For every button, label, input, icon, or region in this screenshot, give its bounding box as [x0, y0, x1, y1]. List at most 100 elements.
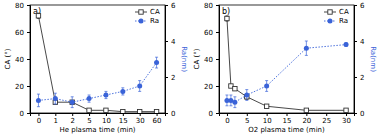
point [121, 109, 125, 113]
legend-label: Ra [150, 17, 159, 25]
tick-label: 20 [302, 117, 311, 125]
point [344, 42, 349, 47]
point [233, 87, 237, 91]
panel: 0510152025300204060800246O2 plasma time … [193, 2, 377, 134]
tick: 4 [165, 38, 176, 46]
figure: 0125101530600204060800246He plasma time … [0, 0, 378, 135]
tick-label: 4 [360, 38, 365, 46]
error-bar [233, 87, 236, 90]
error-bar [54, 93, 57, 104]
tick-label: 6 [171, 2, 176, 10]
tick-mark [216, 113, 219, 114]
tick-mark [216, 32, 219, 33]
axis-line [355, 6, 358, 114]
tick-label: 0 [171, 110, 175, 118]
tick-label: 1 [54, 117, 58, 125]
tick: 0 [209, 110, 219, 118]
tick: 0 [354, 110, 364, 118]
tick-mark [247, 113, 248, 116]
tick-label: 40 [15, 56, 24, 64]
tick-label: 5 [245, 117, 249, 125]
error-bar [121, 88, 124, 95]
point [304, 108, 308, 112]
tick-mark [38, 113, 39, 116]
error-bar [265, 105, 268, 108]
tick-label: 15 [283, 117, 292, 125]
tick-label: 4 [171, 38, 176, 46]
tick-label: 10 [263, 117, 272, 125]
tick: 4 [354, 38, 365, 46]
tick-label: 0 [209, 110, 213, 118]
y2-axis-title: Ra(nm) [180, 46, 188, 72]
tick-mark [140, 113, 141, 116]
point [70, 100, 75, 105]
y-axis: 0 20 40 60 80 [204, 2, 219, 118]
tick: 80 [15, 2, 30, 10]
tick-label: 15 [119, 117, 128, 125]
tick-label: 0 [360, 110, 364, 118]
point [87, 96, 92, 101]
tick-mark [354, 41, 357, 42]
tick-mark [165, 5, 168, 6]
plot-area [224, 16, 348, 113]
series-line [38, 63, 156, 103]
plot-frame [219, 5, 354, 113]
axis-line [31, 114, 166, 117]
tick-label: 80 [204, 2, 213, 10]
tick: 40 [15, 56, 30, 64]
error-bar [138, 81, 141, 92]
tick-label: 2 [360, 74, 364, 82]
tick: 0 [20, 110, 30, 118]
tick-mark [354, 77, 357, 78]
legend: CARa [324, 8, 349, 25]
tick-mark [216, 5, 219, 6]
x-axis: 051015202530 [220, 113, 355, 125]
tick: 10 [102, 113, 111, 125]
point [344, 108, 348, 112]
legend-label: CA [150, 8, 160, 16]
error-bar [345, 43, 348, 47]
legend: CARa [135, 8, 160, 25]
tick: 1 [54, 113, 58, 125]
legend-marker [328, 10, 332, 14]
tick: 15 [283, 113, 292, 125]
tick-label: 20 [204, 83, 213, 91]
legend-marker [328, 19, 333, 24]
tick-mark [287, 113, 288, 116]
tick-mark [157, 113, 158, 116]
tick-label: 0 [37, 117, 41, 125]
tick-mark [27, 59, 30, 60]
tick-mark [354, 113, 357, 114]
tick: 20 [15, 83, 30, 91]
tick-mark [106, 113, 107, 116]
error-bar [104, 91, 107, 98]
point [87, 108, 91, 112]
axis-line [27, 6, 31, 114]
tick-label: 25 [322, 117, 331, 125]
y2-axis: 0246 [165, 2, 176, 118]
tick-label: 0 [225, 117, 229, 125]
point [304, 46, 309, 51]
point [137, 84, 142, 89]
y-axis: 020406080 [15, 2, 30, 118]
legend-marker [139, 19, 144, 24]
tick: 60 [204, 29, 219, 37]
point [36, 98, 41, 103]
error-bar [225, 16, 228, 21]
tick: 2 [354, 74, 364, 82]
axis-line [166, 6, 169, 114]
tick-mark [123, 113, 124, 116]
tick-mark [165, 41, 168, 42]
tick: 40 [204, 56, 219, 64]
axis-line [216, 6, 220, 114]
tick-label: 30 [136, 117, 145, 125]
y-axis-title: CA (°) [4, 48, 12, 69]
y2-axis-title: Ra(nm) [369, 46, 377, 72]
series-line [227, 45, 346, 103]
tick-mark [55, 113, 56, 116]
y-axis-title: CA (°) [193, 48, 201, 69]
tick: 6 [354, 2, 365, 10]
tick-mark [354, 5, 357, 6]
tick-mark [27, 32, 30, 33]
tick: 60 [153, 113, 162, 125]
